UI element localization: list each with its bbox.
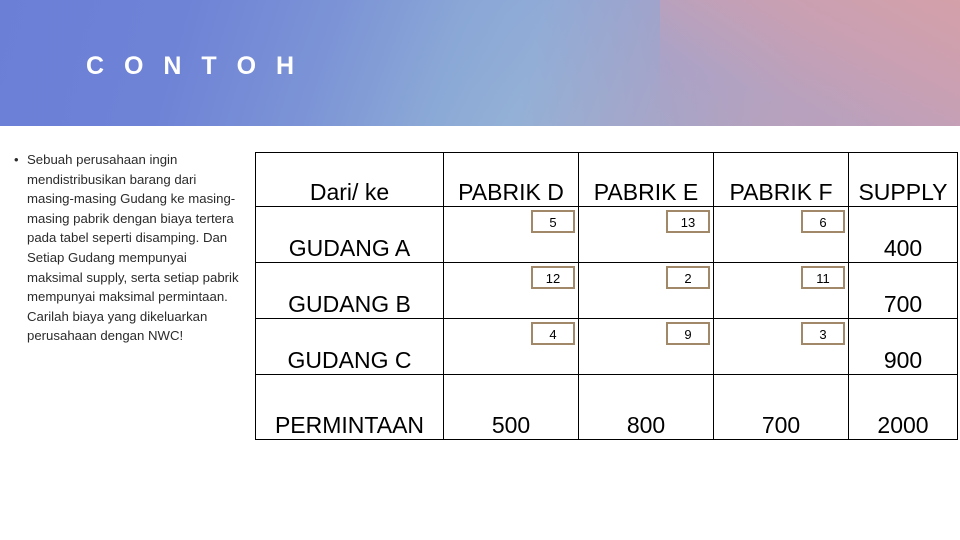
demand-value-pabrik-d: 500	[443, 374, 579, 440]
table-demand-row: PERMINTAAN 500 800 700 2000	[255, 374, 958, 440]
supply-value-gudang-c: 900	[848, 318, 958, 375]
page-title: C O N T O H	[86, 52, 301, 80]
table-header-row: Dari/ ke PABRIK D PABRIK E PABRIK F SUPP…	[255, 152, 958, 207]
cost-value-box: 9	[666, 322, 710, 345]
column-header-pabrik-d: PABRIK D	[443, 152, 579, 207]
cell-gudang-a-pabrik-d: 5	[443, 206, 579, 263]
cell-gudang-c-pabrik-e: 9	[578, 318, 714, 375]
demand-value-pabrik-e: 800	[578, 374, 714, 440]
row-label-permintaan: PERMINTAAN	[255, 374, 444, 440]
bullet-item-text: Sebuah perusahaan ingin mendistribusikan…	[27, 152, 239, 344]
table-row: GUDANG A 5 13 6 400	[255, 206, 958, 263]
row-label-gudang-a: GUDANG A	[255, 206, 444, 263]
cell-gudang-a-pabrik-f: 6	[713, 206, 849, 263]
cost-value-box: 12	[531, 266, 575, 289]
cell-gudang-c-pabrik-f: 3	[713, 318, 849, 375]
cell-gudang-b-pabrik-f: 11	[713, 262, 849, 319]
slide-header-banner: C O N T O H	[0, 0, 960, 126]
body-text-block: • Sebuah perusahaan ingin mendistribusik…	[10, 150, 246, 346]
demand-value-pabrik-f: 700	[713, 374, 849, 440]
cell-gudang-b-pabrik-d: 12	[443, 262, 579, 319]
cell-gudang-a-pabrik-e: 13	[578, 206, 714, 263]
cost-value-box: 5	[531, 210, 575, 233]
column-header-supply: SUPPLY	[848, 152, 958, 207]
table-row: GUDANG B 12 2 11 700	[255, 262, 958, 319]
total-value: 2000	[848, 374, 958, 440]
column-header-pabrik-e: PABRIK E	[578, 152, 714, 207]
supply-value-gudang-a: 400	[848, 206, 958, 263]
cell-gudang-c-pabrik-d: 4	[443, 318, 579, 375]
table-row: GUDANG C 4 9 3 900	[255, 318, 958, 375]
row-label-gudang-b: GUDANG B	[255, 262, 444, 319]
cost-value-box: 6	[801, 210, 845, 233]
cost-value-box: 3	[801, 322, 845, 345]
cost-value-box: 13	[666, 210, 710, 233]
supply-value-gudang-b: 700	[848, 262, 958, 319]
bullet-point-icon: •	[14, 152, 19, 167]
cost-value-box: 4	[531, 322, 575, 345]
cell-gudang-b-pabrik-e: 2	[578, 262, 714, 319]
table-corner-label: Dari/ ke	[255, 152, 444, 207]
bullet-item: • Sebuah perusahaan ingin mendistribusik…	[10, 150, 246, 346]
row-label-gudang-c: GUDANG C	[255, 318, 444, 375]
cost-value-box: 11	[801, 266, 845, 289]
header-gradient-overlay	[660, 0, 960, 126]
column-header-pabrik-f: PABRIK F	[713, 152, 849, 207]
transportation-cost-table: Dari/ ke PABRIK D PABRIK E PABRIK F SUPP…	[255, 152, 958, 440]
cost-value-box: 2	[666, 266, 710, 289]
